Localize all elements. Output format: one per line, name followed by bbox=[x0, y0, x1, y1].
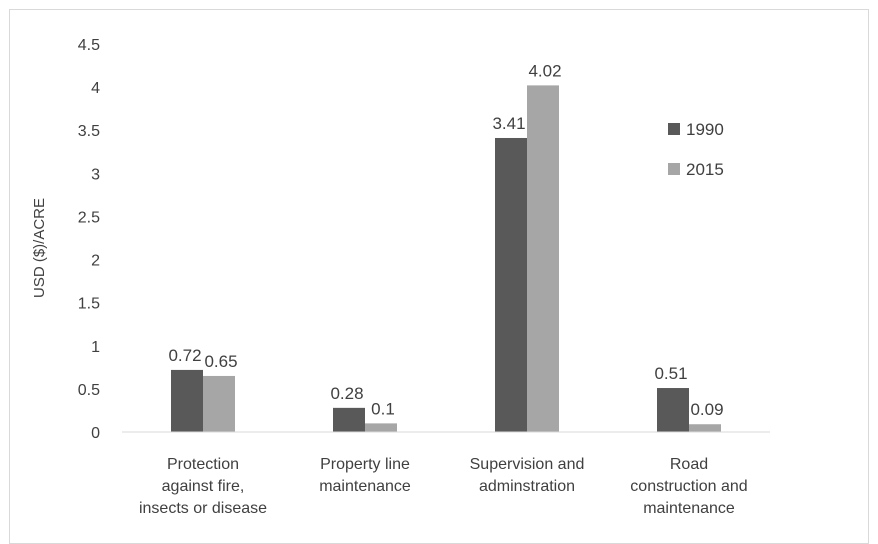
y-tick-label: 3 bbox=[91, 166, 100, 183]
data-label: 0.09 bbox=[690, 400, 723, 419]
y-tick-label: 0.5 bbox=[78, 382, 100, 399]
x-tick-label: Road construction and maintenance bbox=[630, 456, 747, 517]
legend-label: 1990 bbox=[686, 120, 724, 139]
bar-2015-2 bbox=[527, 85, 559, 433]
x-tick-label: Property line maintenance bbox=[319, 456, 411, 495]
bar-1990-1 bbox=[333, 407, 365, 432]
x-tick-label-line: Road bbox=[670, 456, 708, 473]
y-tick-label: 0 bbox=[91, 425, 100, 442]
y-tick-label: 2.5 bbox=[78, 209, 100, 226]
x-tick-label-line: Protection bbox=[167, 456, 239, 473]
data-labels: 0.72 0.65 0.28 0.1 3.41 4.02 0.510.09 bbox=[168, 61, 723, 419]
bars bbox=[171, 85, 721, 433]
bar-2015-1 bbox=[365, 423, 397, 432]
bar-1990-3 bbox=[657, 388, 689, 432]
y-tick-label: 2 bbox=[91, 253, 100, 270]
y-axis: 0 0.5 1 1.5 2 2.5 3 3.5 4 4.5 bbox=[78, 37, 100, 442]
x-tick-label-line: construction and bbox=[630, 478, 747, 495]
chart-frame bbox=[9, 9, 869, 544]
legend-swatch-1990 bbox=[668, 123, 680, 135]
y-axis-label: USD ($)/ACRE bbox=[31, 198, 48, 298]
bar-1990-2 bbox=[495, 137, 527, 432]
data-label: 0.51 bbox=[654, 364, 687, 383]
x-tick-label-line: Supervision and bbox=[470, 456, 585, 473]
y-tick-label: 3.5 bbox=[78, 123, 100, 140]
x-tick-label-line: adminstration bbox=[479, 478, 575, 495]
x-tick-label-line: against fire, bbox=[162, 478, 245, 495]
data-label: 0.72 bbox=[168, 346, 201, 365]
x-tick-label-line: maintenance bbox=[319, 478, 411, 495]
y-tick-label: 1 bbox=[91, 339, 100, 356]
x-tick-label: Supervision and adminstration bbox=[470, 456, 585, 495]
y-tick-label: 1.5 bbox=[78, 296, 100, 313]
legend-swatch-2015 bbox=[668, 163, 680, 175]
y-tick-label: 4.5 bbox=[78, 37, 100, 54]
bar-2015-0 bbox=[203, 375, 235, 432]
y-tick-label: 4 bbox=[91, 80, 100, 97]
legend-label: 2015 bbox=[686, 160, 724, 179]
data-label: 0.65 bbox=[204, 352, 237, 371]
data-label: 0.1 bbox=[371, 399, 395, 418]
bar-1990-0 bbox=[171, 369, 203, 432]
legend: 1990 2015 bbox=[668, 120, 724, 179]
data-label: 4.02 bbox=[528, 61, 561, 80]
x-tick-label-line: maintenance bbox=[643, 500, 735, 517]
bar-2015-3 bbox=[689, 424, 721, 432]
x-tick-label-line: Property line bbox=[320, 456, 410, 473]
data-label: 3.41 bbox=[492, 114, 525, 133]
x-axis: Protection against fire, insects or diseas… bbox=[139, 456, 748, 517]
x-tick-label-line: insects or disease bbox=[139, 500, 267, 517]
data-label: 0.28 bbox=[330, 384, 363, 403]
x-tick-label: Protection against fire, insects or diseas… bbox=[139, 456, 267, 517]
